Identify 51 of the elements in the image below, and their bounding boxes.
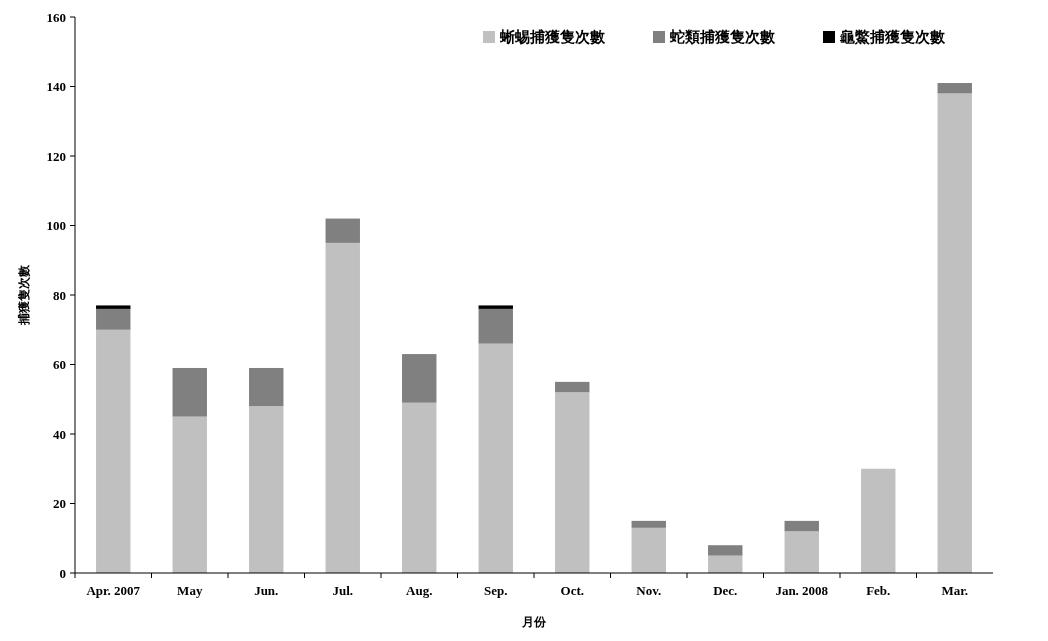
legend-label: 龜鱉捕獲隻次數 xyxy=(839,28,946,45)
bar xyxy=(784,531,819,573)
bar xyxy=(249,367,284,407)
x-tick-label: May xyxy=(177,583,203,598)
x-tick-label: Nov. xyxy=(636,583,662,598)
bar xyxy=(478,308,513,344)
bar xyxy=(937,83,972,94)
bar xyxy=(937,93,972,573)
y-tick-label: 20 xyxy=(53,496,66,512)
bar xyxy=(96,305,131,309)
bar xyxy=(96,308,131,330)
bar xyxy=(631,527,666,573)
bar xyxy=(478,343,513,573)
bar xyxy=(631,520,666,528)
bar xyxy=(555,381,590,393)
bar xyxy=(96,329,131,573)
y-tick-label: 80 xyxy=(53,287,66,303)
y-axis-title: 捕獲隻次數 xyxy=(17,264,31,326)
bar xyxy=(861,468,896,573)
bar xyxy=(249,406,284,573)
x-tick-label: Mar. xyxy=(941,583,969,598)
x-tick-label: Jan. 2008 xyxy=(775,583,829,598)
bar xyxy=(555,392,590,573)
x-tick-label: Sep. xyxy=(484,583,508,598)
bar xyxy=(325,218,360,243)
legend-label: 蛇類捕獲隻次數 xyxy=(669,28,776,45)
x-tick-label: Jun. xyxy=(254,583,279,598)
bar xyxy=(708,555,743,573)
x-axis-title: 月份 xyxy=(521,615,547,629)
x-tick-label: Aug. xyxy=(406,583,433,598)
bar xyxy=(402,402,437,573)
x-tick-label: Dec. xyxy=(713,583,738,598)
y-tick-label: 60 xyxy=(53,357,66,373)
bar xyxy=(172,416,207,573)
x-tick-label: Oct. xyxy=(560,583,584,598)
bar xyxy=(784,520,819,532)
legend-label: 蜥蜴捕獲隻次數 xyxy=(499,28,606,45)
y-tick-label: 100 xyxy=(46,218,66,234)
y-tick-label: 160 xyxy=(46,9,66,25)
x-tick-label: Jul. xyxy=(332,583,354,598)
x-tick-label: Feb. xyxy=(866,583,891,598)
y-tick-label: 0 xyxy=(59,565,66,581)
bar xyxy=(402,354,437,403)
bar xyxy=(172,367,207,417)
y-tick-label: 40 xyxy=(53,426,66,442)
x-tick-label: Apr. 2007 xyxy=(86,583,141,598)
bar xyxy=(708,545,743,556)
y-tick-label: 120 xyxy=(46,148,66,164)
bar xyxy=(325,242,360,573)
bar xyxy=(478,305,513,309)
y-tick-label: 140 xyxy=(46,79,66,95)
